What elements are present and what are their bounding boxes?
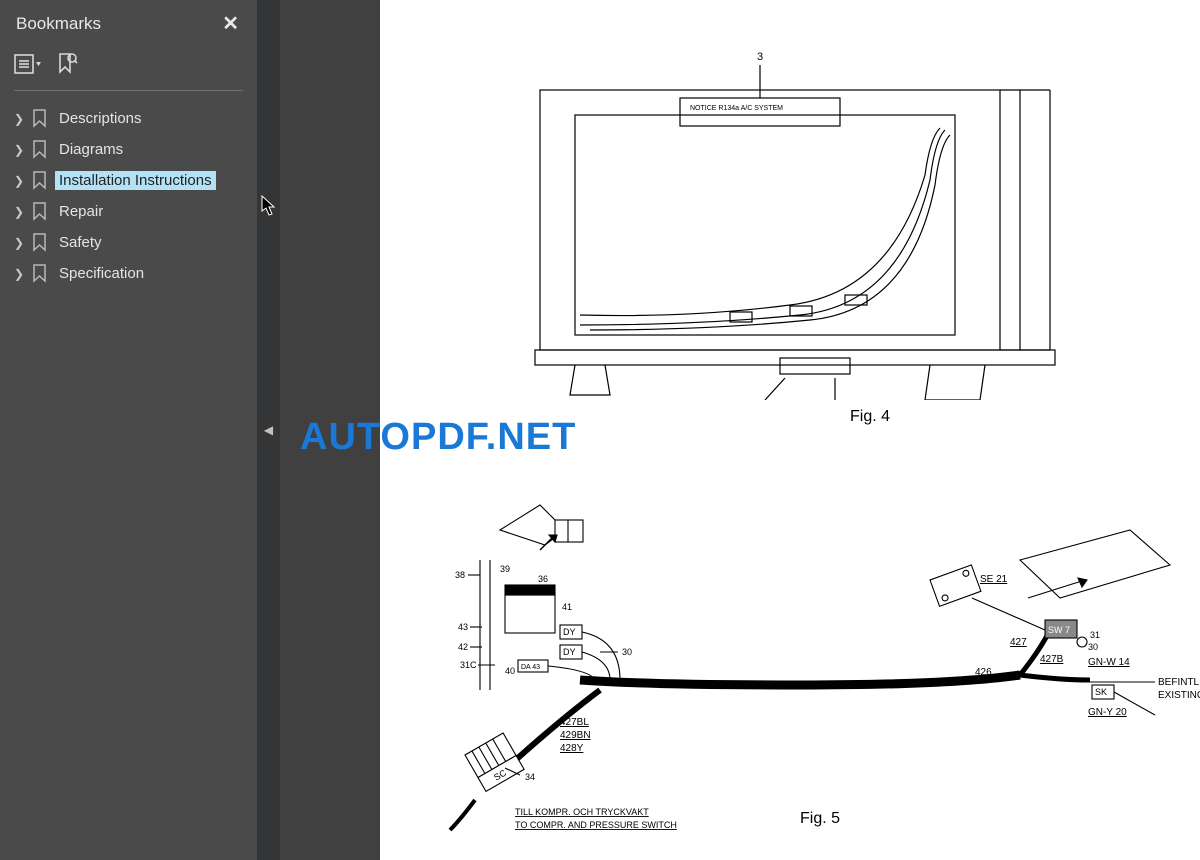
svg-text:427: 427 [1010,637,1027,648]
svg-text:GN-Y 20: GN-Y 20 [1088,707,1127,718]
figure-4-caption: Fig. 4 [850,408,890,426]
svg-text:31C: 31C [460,660,477,670]
svg-text:SW 7: SW 7 [1048,625,1070,635]
bookmark-item-repair[interactable]: ❯ Repair [0,196,257,227]
bookmark-label: Descriptions [55,109,146,128]
svg-text:38: 38 [455,570,465,580]
svg-text:DY: DY [563,647,576,657]
bookmark-icon [32,140,47,159]
svg-text:43: 43 [458,622,468,632]
pdf-page: NOTICE R134a A/C SYSTEM [380,0,1200,860]
svg-text:SK: SK [1095,687,1107,697]
bookmark-label: Installation Instructions [55,171,216,190]
sidebar-header: Bookmarks ✕ [0,0,257,46]
svg-text:428Y: 428Y [560,743,584,754]
sidebar-title: Bookmarks [16,14,101,34]
close-icon[interactable]: ✕ [222,14,239,34]
svg-text:TO COMPR. AND PRESSURE SWITCH: TO COMPR. AND PRESSURE SWITCH [515,820,677,830]
bookmark-label: Repair [55,202,107,221]
chevron-right-icon[interactable]: ❯ [14,112,24,126]
svg-text:36: 36 [538,574,548,584]
chevron-right-icon[interactable]: ❯ [14,174,24,188]
svg-text:30: 30 [622,647,632,657]
document-viewport[interactable]: NOTICE R134a A/C SYSTEM [280,0,1200,860]
svg-text:NOTICE R134a A/C SYSTEM: NOTICE R134a A/C SYSTEM [690,105,783,112]
svg-text:30: 30 [1088,642,1098,652]
bookmark-item-specification[interactable]: ❯ Specification [0,258,257,289]
svg-text:3: 3 [757,51,763,63]
svg-text:GN-W 14: GN-W 14 [1088,657,1130,668]
bookmark-list: ❯ Descriptions ❯ Diagrams ❯ Installation… [0,97,257,295]
figure-5-caption: Fig. 5 [800,810,840,828]
bookmark-label: Specification [55,264,148,283]
collapse-gutter[interactable]: ◀ [257,0,280,860]
bookmark-item-descriptions[interactable]: ❯ Descriptions [0,103,257,134]
svg-text:42: 42 [458,642,468,652]
bookmark-label: Diagrams [55,140,127,159]
sidebar-toolbar [0,46,257,86]
figure-4-diagram: NOTICE R134a A/C SYSTEM [480,40,1100,400]
divider [14,90,243,91]
bookmark-icon [32,202,47,221]
svg-text:TILL KOMPR. OCH TRYCKVAKT: TILL KOMPR. OCH TRYCKVAKT [515,807,649,817]
find-bookmark-icon[interactable] [56,52,78,76]
chevron-right-icon[interactable]: ❯ [14,236,24,250]
bookmark-item-safety[interactable]: ❯ Safety [0,227,257,258]
svg-text:426: 426 [975,667,992,678]
bookmark-icon [32,171,47,190]
chevron-right-icon[interactable]: ❯ [14,143,24,157]
svg-text:41: 41 [562,602,572,612]
svg-text:EXISTING: EXISTING [1158,690,1200,701]
figure-5-diagram: DY DY DA 43 SC [300,490,1200,850]
svg-text:DA 43: DA 43 [521,664,540,671]
svg-text:DY: DY [563,627,576,637]
bookmarks-sidebar: Bookmarks ✕ ❯ Descri [0,0,257,860]
svg-text:34: 34 [525,772,535,782]
chevron-right-icon[interactable]: ❯ [14,205,24,219]
svg-text:429BN: 429BN [560,730,591,741]
svg-text:40: 40 [505,666,515,676]
bookmark-icon [32,109,47,128]
bookmark-icon [32,233,47,252]
bookmark-label: Safety [55,233,106,252]
bookmark-icon [32,264,47,283]
collapse-triangle-icon: ◀ [264,423,273,437]
svg-text:427B: 427B [1040,654,1064,665]
mouse-cursor-icon [261,195,279,222]
svg-text:BEFINTLIG: BEFINTLIG [1158,677,1200,688]
watermark-text: AUTOPDF.NET [300,416,576,459]
svg-text:427BL: 427BL [560,717,589,728]
bookmark-item-installation[interactable]: ❯ Installation Instructions [0,165,257,196]
bookmark-item-diagrams[interactable]: ❯ Diagrams [0,134,257,165]
options-icon[interactable] [14,53,42,75]
svg-text:SE 21: SE 21 [980,574,1008,585]
svg-text:39: 39 [500,564,510,574]
chevron-right-icon[interactable]: ❯ [14,267,24,281]
svg-text:31: 31 [1090,630,1100,640]
